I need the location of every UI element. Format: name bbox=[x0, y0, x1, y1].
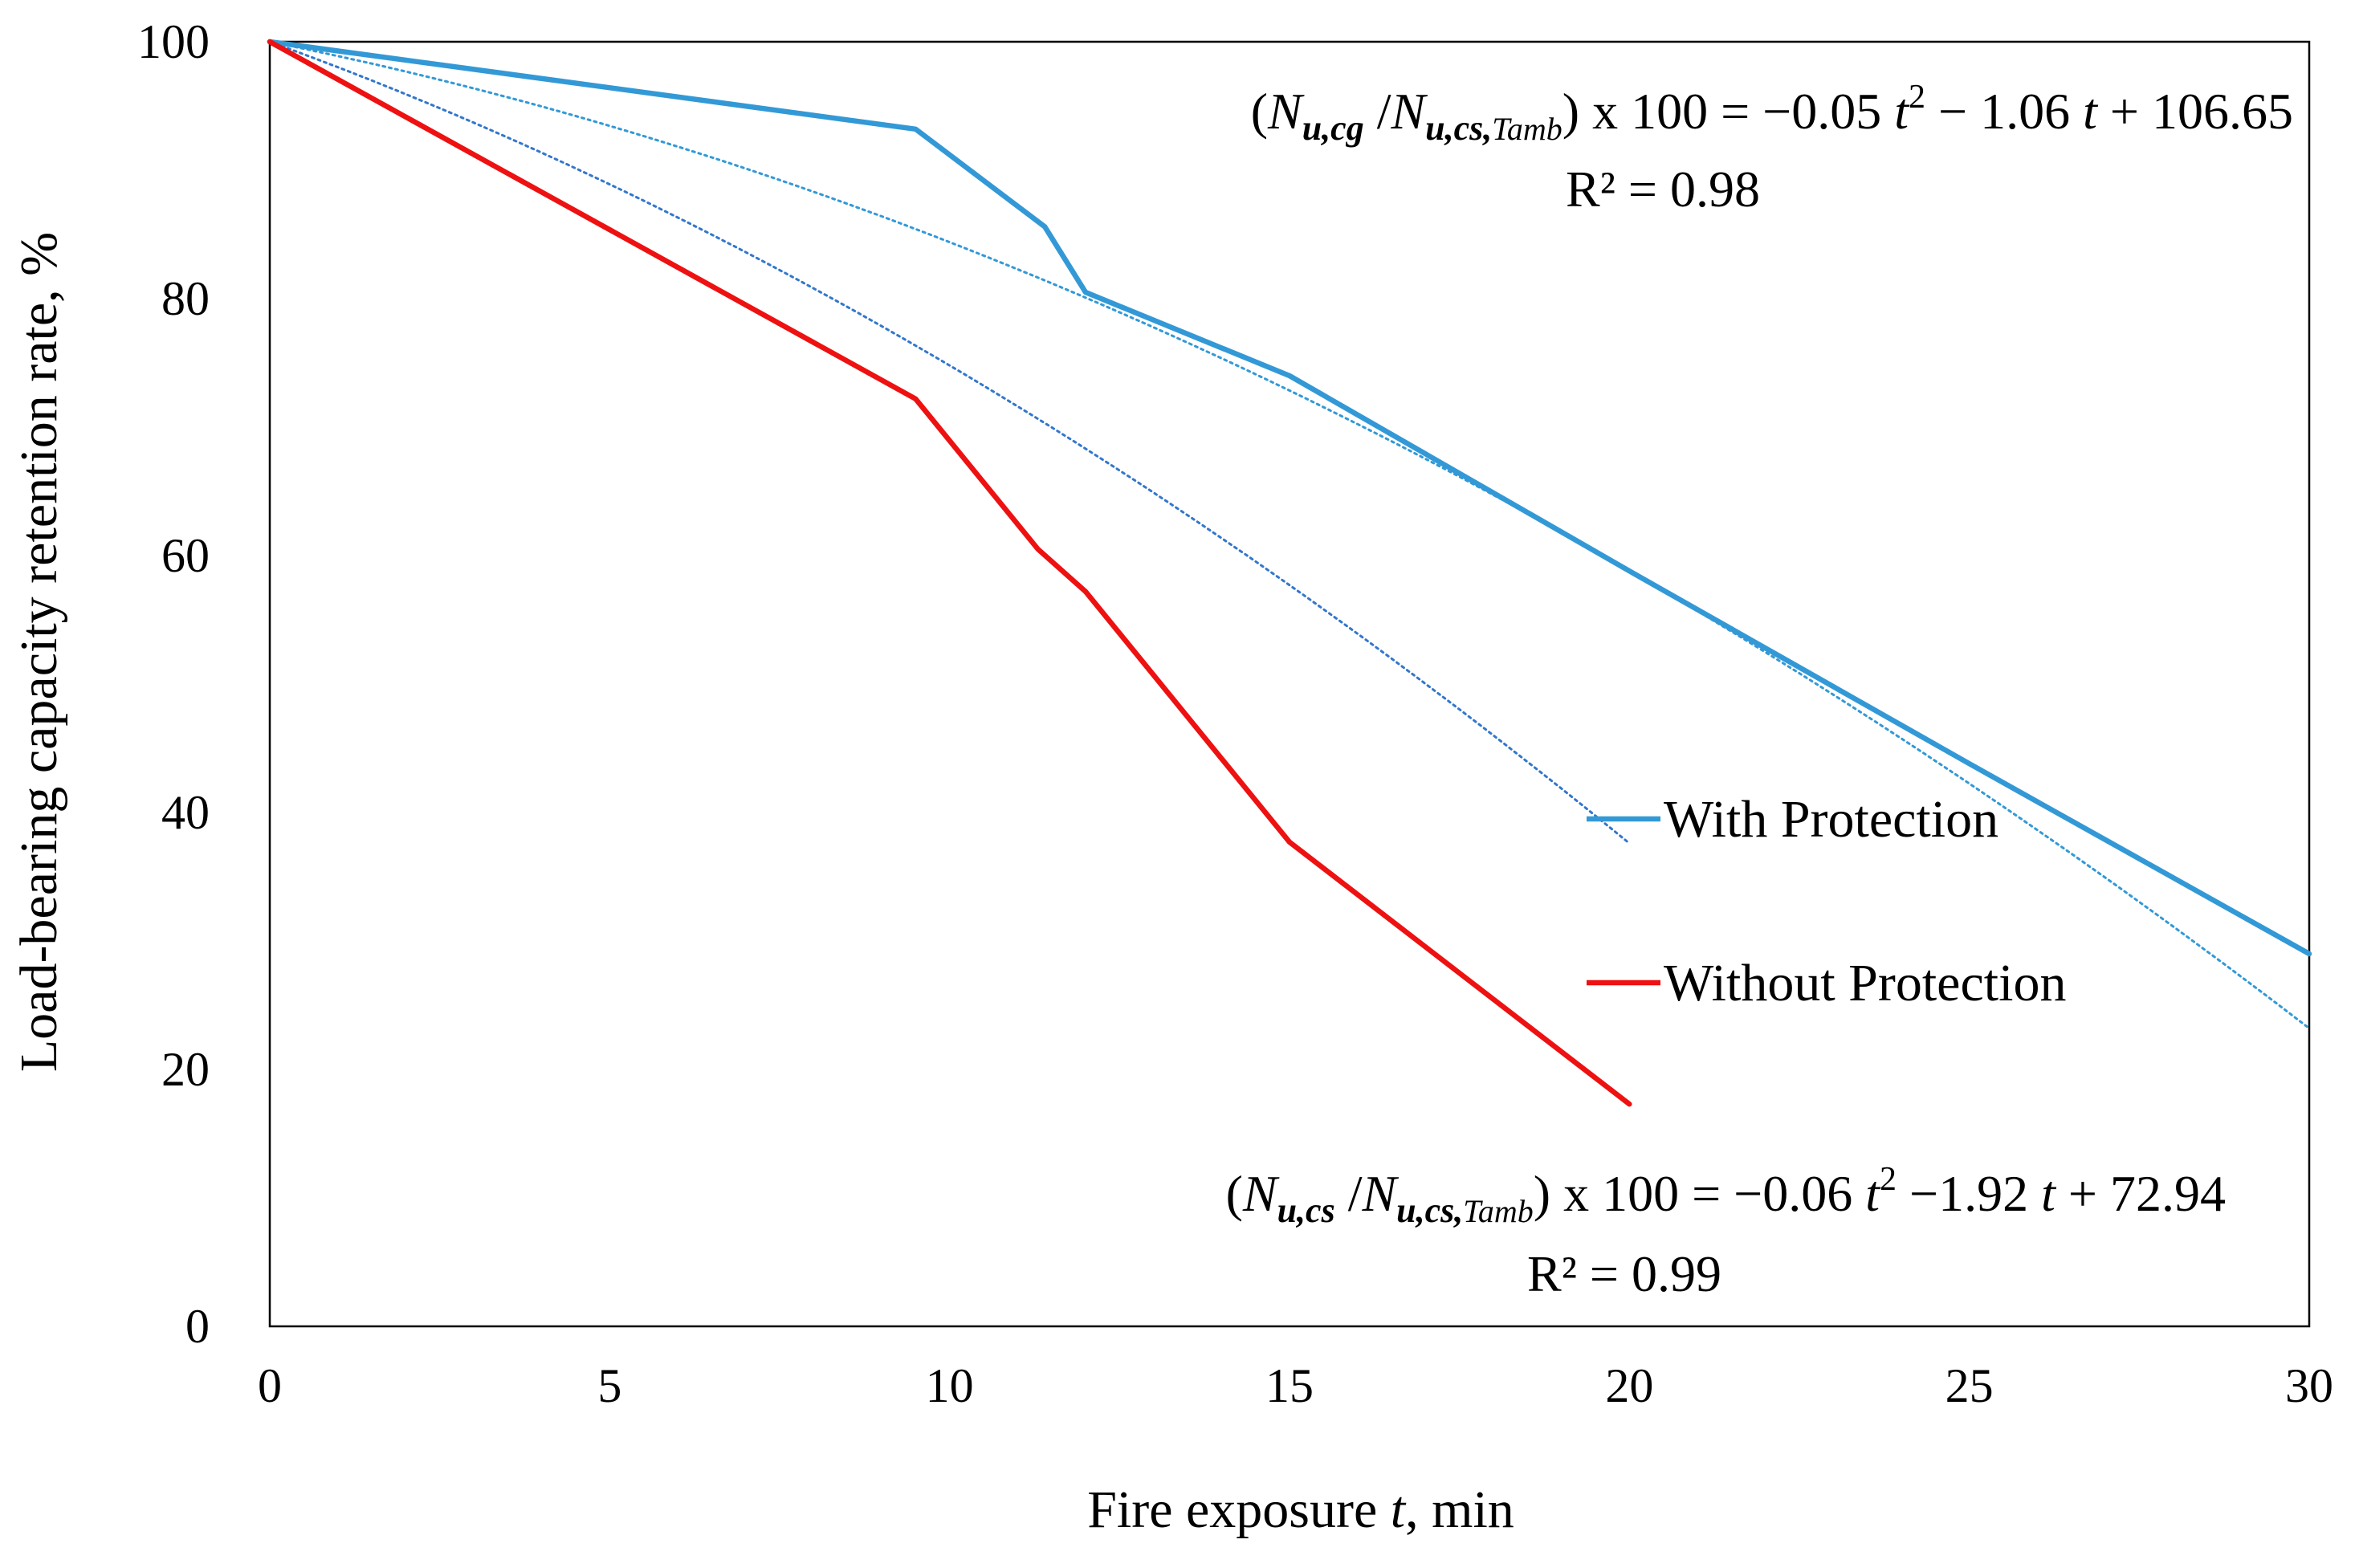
y-tick-label: 80 bbox=[161, 272, 210, 325]
y-tick-label: 60 bbox=[161, 529, 210, 582]
trendline-equation-without-protection: (Nu,cs /Nu,cs,Tamb) x 100 = −0.06 t2 −1.… bbox=[1226, 1161, 2226, 1230]
y-tick-label: 0 bbox=[185, 1300, 210, 1353]
trendline-r2-with-protection: R² = 0.98 bbox=[1566, 161, 1760, 218]
trendline-without-protection bbox=[268, 40, 1631, 845]
x-axis-title: Fire exposure t, min bbox=[1087, 1480, 1514, 1539]
y-tick-label: 20 bbox=[161, 1043, 210, 1096]
x-tick-label: 0 bbox=[258, 1359, 282, 1412]
series-line-with-protection bbox=[267, 39, 2312, 957]
x-tick-label: 30 bbox=[2285, 1359, 2333, 1412]
x-tick-label: 25 bbox=[1945, 1359, 1994, 1412]
trendline-r2-without-protection: R² = 0.99 bbox=[1527, 1245, 1721, 1302]
legend-label: Without Protection bbox=[1664, 954, 2066, 1012]
y-tick-label: 40 bbox=[161, 786, 210, 839]
x-tick-label: 20 bbox=[1605, 1359, 1653, 1412]
y-tick-label: 100 bbox=[137, 15, 210, 68]
x-tick-label: 5 bbox=[597, 1359, 621, 1412]
x-tick-label: 15 bbox=[1265, 1359, 1314, 1412]
trendline-equation-with-protection: (Nu,cg /Nu,cs,Tamb) x 100 = −0.05 t2 − 1… bbox=[1251, 79, 2293, 148]
trendline-with-protection bbox=[268, 40, 2311, 1030]
legend-label: With Protection bbox=[1664, 790, 1998, 849]
plot-area-frame bbox=[268, 40, 2311, 1328]
series-line-without-protection bbox=[267, 39, 1632, 1107]
x-tick-label: 10 bbox=[926, 1359, 974, 1412]
y-axis-title: Load-bearing capacity retention rate, % bbox=[10, 232, 68, 1072]
